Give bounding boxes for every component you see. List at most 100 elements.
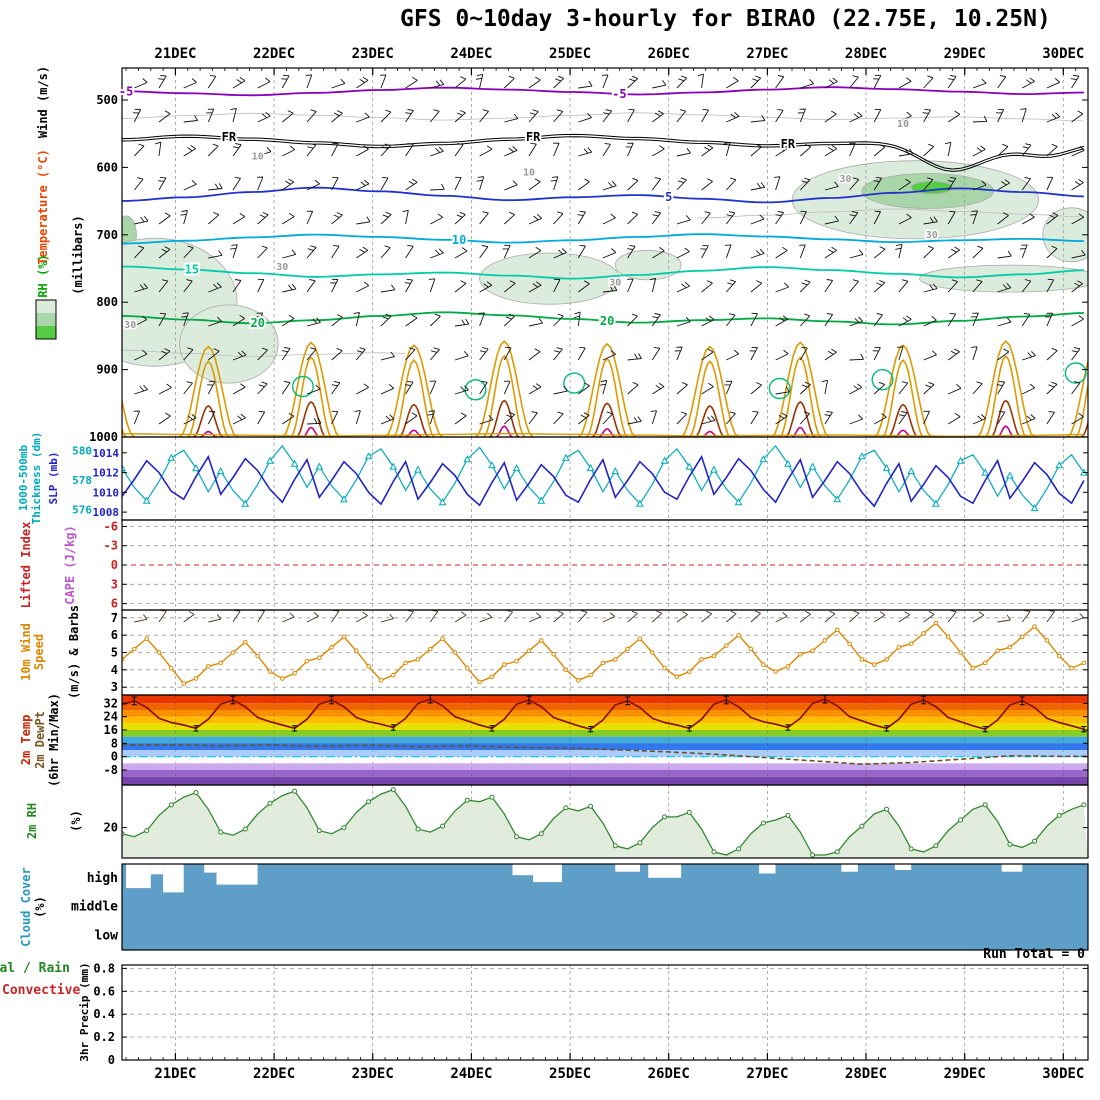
svg-text:0.4: 0.4: [93, 1007, 115, 1021]
svg-text:10: 10: [523, 168, 535, 179]
svg-text:5: 5: [665, 190, 672, 204]
svg-text:4: 4: [111, 663, 118, 677]
svg-text:0.6: 0.6: [93, 984, 115, 998]
gray-contours: [122, 112, 1084, 357]
svg-text:SLP (mb): SLP (mb): [47, 452, 60, 505]
svg-text:24: 24: [104, 710, 118, 724]
svg-text:25DEC: 25DEC: [549, 46, 591, 62]
svg-text:(6hr Min/Max): (6hr Min/Max): [47, 693, 61, 787]
svg-text:800: 800: [96, 295, 118, 309]
svg-text:Temperature (°C): Temperature (°C): [36, 149, 50, 265]
svg-text:22DEC: 22DEC: [253, 1066, 295, 1082]
svg-text:16: 16: [104, 723, 118, 737]
svg-text:low: low: [95, 928, 119, 943]
svg-text:7: 7: [111, 611, 118, 625]
svg-text:26DEC: 26DEC: [648, 46, 690, 62]
svg-text:576: 576: [72, 504, 92, 517]
svg-text:21DEC: 21DEC: [154, 1066, 196, 1082]
svg-text:5: 5: [111, 646, 118, 660]
svg-text:6: 6: [111, 597, 118, 611]
svg-text:0: 0: [108, 1053, 115, 1067]
svg-text:30DEC: 30DEC: [1042, 1066, 1084, 1082]
svg-text:2m RH: 2m RH: [25, 803, 39, 839]
svg-text:(m/s) & Barbs: (m/s) & Barbs: [67, 605, 81, 699]
svg-text:middle: middle: [71, 900, 118, 915]
svg-text:RH (%): RH (%): [36, 254, 50, 297]
svg-text:10m Wind: 10m Wind: [19, 623, 33, 681]
svg-text:30DEC: 30DEC: [1042, 46, 1084, 62]
svg-text:29DEC: 29DEC: [944, 46, 986, 62]
svg-text:Thickness (dm): Thickness (dm): [30, 432, 43, 525]
svg-text:-6: -6: [104, 519, 118, 533]
svg-text:8: 8: [111, 736, 118, 750]
svg-text:30: 30: [839, 174, 851, 185]
svg-text:23DEC: 23DEC: [352, 46, 394, 62]
svg-text:FR: FR: [781, 137, 796, 151]
svg-text:27DEC: 27DEC: [746, 46, 788, 62]
svg-text:3: 3: [111, 577, 118, 591]
svg-text:(%): (%): [69, 810, 83, 832]
chart-title: GFS 0~10day 3-hourly for BIRAO (22.75E, …: [400, 6, 1051, 32]
svg-text:10: 10: [252, 151, 264, 162]
svg-text:25DEC: 25DEC: [549, 1066, 591, 1082]
slp-thickness-series: [122, 444, 1088, 512]
svg-text:23DEC: 23DEC: [352, 1066, 394, 1082]
svg-text:0: 0: [111, 750, 118, 764]
cloud-cover-fill: [122, 864, 1088, 950]
svg-text:Wind (m/s): Wind (m/s): [36, 66, 50, 138]
temp2m-series: [122, 695, 1088, 766]
svg-text:-5: -5: [612, 87, 626, 101]
svg-text:22DEC: 22DEC: [253, 46, 295, 62]
svg-text:28DEC: 28DEC: [845, 1066, 887, 1082]
panel-border-p6: [121, 784, 1089, 859]
svg-text:24DEC: 24DEC: [450, 1066, 492, 1082]
svg-text:580: 580: [72, 444, 92, 457]
svg-text:30: 30: [609, 277, 621, 288]
svg-text:-5: -5: [119, 84, 133, 98]
svg-text:700: 700: [96, 228, 118, 242]
rh2m-series: [122, 787, 1088, 858]
wind10m-series: [122, 610, 1087, 687]
svg-text:-8: -8: [104, 763, 118, 777]
panel-border-p2: [121, 436, 1089, 521]
svg-text:578: 578: [72, 474, 92, 487]
svg-text:Run Total = 0: Run Total = 0: [983, 947, 1085, 962]
svg-text:500: 500: [96, 93, 118, 107]
svg-text:0.2: 0.2: [93, 1030, 115, 1044]
svg-text:1000: 1000: [89, 430, 118, 444]
svg-text:CAPE (J/kg): CAPE (J/kg): [63, 525, 77, 604]
svg-text:24DEC: 24DEC: [450, 46, 492, 62]
svg-text:30: 30: [926, 230, 938, 241]
svg-text:Total / Rain: Total / Rain: [0, 961, 70, 976]
svg-text:6: 6: [111, 628, 118, 642]
svg-text:27DEC: 27DEC: [746, 1066, 788, 1082]
svg-text:FR: FR: [526, 130, 541, 144]
svg-text:1000-500mb: 1000-500mb: [17, 445, 30, 512]
svg-text:0.8: 0.8: [93, 961, 115, 975]
svg-text:10: 10: [897, 119, 909, 130]
svg-text:29DEC: 29DEC: [944, 1066, 986, 1082]
svg-text:Speed: Speed: [32, 634, 46, 670]
panel-border-p7: [121, 863, 1089, 951]
svg-text:2m Temp: 2m Temp: [19, 715, 33, 766]
svg-text:30: 30: [276, 262, 288, 273]
upper-wind-barbs: [132, 73, 1086, 425]
svg-text:(%): (%): [33, 896, 47, 918]
svg-text:32: 32: [104, 696, 118, 710]
svg-text:1008: 1008: [93, 506, 120, 519]
svg-text:(millibars): (millibars): [71, 215, 85, 294]
svg-text:20: 20: [104, 821, 118, 835]
svg-text:0: 0: [111, 558, 118, 572]
svg-text:3hr Precip (mm): 3hr Precip (mm): [78, 962, 91, 1061]
svg-text:10: 10: [452, 233, 466, 247]
svg-text:1014: 1014: [93, 447, 120, 460]
svg-text:600: 600: [96, 160, 118, 174]
svg-text:21DEC: 21DEC: [154, 46, 196, 62]
svg-text:FR: FR: [222, 130, 237, 144]
svg-text:20: 20: [250, 316, 264, 330]
panel-border-p8: [121, 964, 1089, 1061]
temp-color-bands: [122, 695, 1088, 785]
svg-text:Convective: Convective: [2, 983, 80, 998]
svg-text:1012: 1012: [93, 467, 120, 480]
